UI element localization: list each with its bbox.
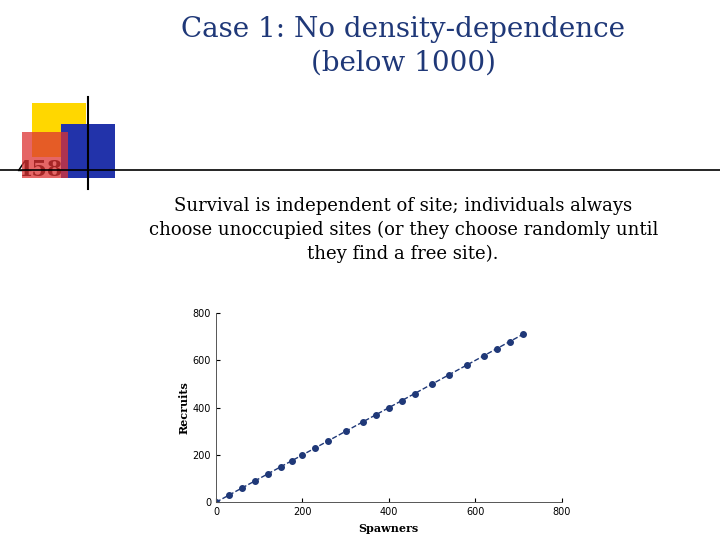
Text: 458: 458 [16, 159, 62, 181]
Text: Case 1: No density-dependence
(below 1000): Case 1: No density-dependence (below 100… [181, 16, 625, 77]
X-axis label: Spawners: Spawners [359, 523, 419, 534]
Y-axis label: Recruits: Recruits [179, 381, 190, 434]
Text: Survival is independent of site; individuals always
choose unoccupied sites (or : Survival is independent of site; individ… [148, 197, 658, 263]
